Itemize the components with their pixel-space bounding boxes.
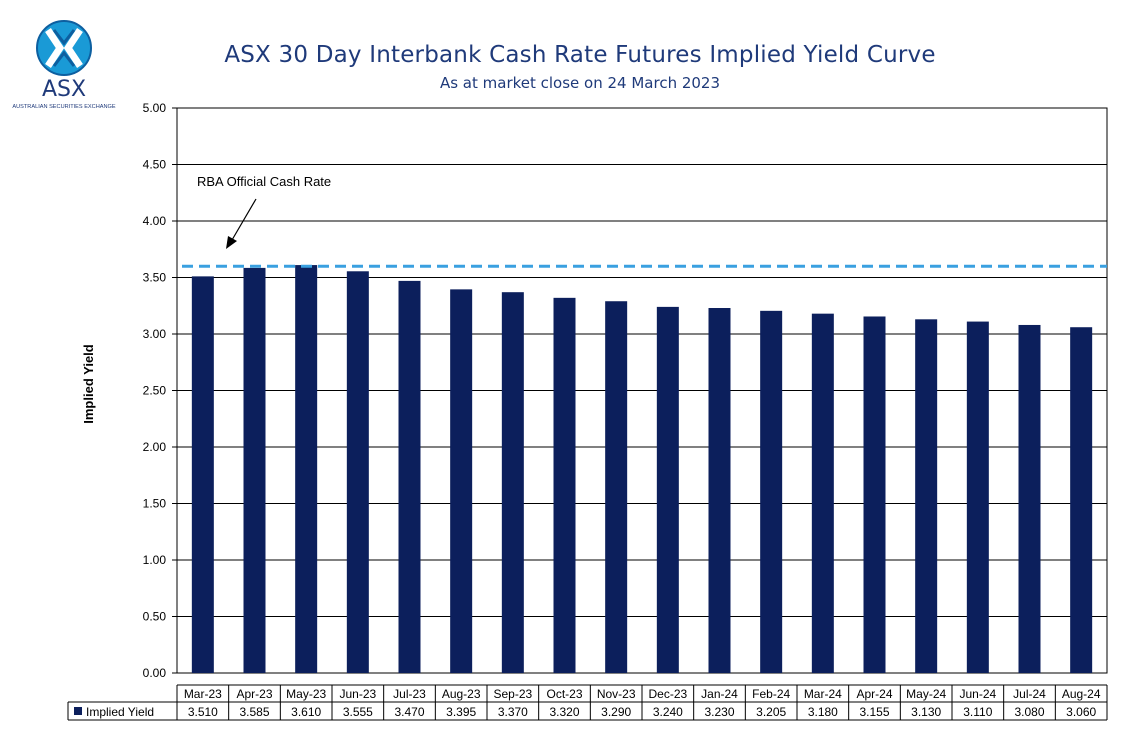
y-tick-label: 2.50: [143, 384, 167, 398]
rba-annotation-arrow: [231, 198, 257, 241]
bar: [501, 292, 524, 673]
chart-subtitle: As at market close on 24 March 2023: [439, 74, 721, 92]
y-tick-label: 0.50: [143, 610, 167, 624]
data-label: 3.130: [911, 705, 941, 719]
data-label: 3.080: [1014, 705, 1044, 719]
bar: [398, 280, 421, 673]
x-tick-label: Oct-23: [546, 687, 582, 701]
bar: [863, 316, 886, 673]
x-tick-label: Mar-23: [184, 687, 222, 701]
data-label: 3.205: [756, 705, 786, 719]
data-label: 3.110: [963, 705, 992, 719]
data-label: 3.230: [704, 705, 734, 719]
bar: [656, 306, 679, 673]
legend-label: Implied Yield: [86, 705, 154, 719]
data-label: 3.510: [188, 705, 218, 719]
y-axis-title: Implied Yield: [81, 344, 96, 424]
x-tick-label: Dec-23: [648, 687, 687, 701]
x-tick-label: Nov-23: [597, 687, 636, 701]
data-label: 3.555: [343, 705, 373, 719]
x-tick-label: Mar-24: [804, 687, 842, 701]
data-label: 3.320: [549, 705, 579, 719]
x-tick-label: Jun-24: [959, 687, 996, 701]
x-tick-label: Aug-24: [1062, 687, 1101, 701]
bar: [605, 301, 628, 673]
x-tick-label: Jan-24: [701, 687, 738, 701]
data-label: 3.470: [394, 705, 424, 719]
y-tick-label: 4.00: [143, 214, 167, 228]
x-tick-label: Feb-24: [752, 687, 790, 701]
bar: [295, 265, 318, 673]
x-tick-label: Jul-23: [393, 687, 426, 701]
logo-wordmark: ASX: [42, 77, 86, 102]
bar: [1070, 327, 1093, 673]
y-tick-label: 0.00: [143, 666, 167, 680]
data-label: 3.155: [859, 705, 889, 719]
data-label: 3.180: [808, 705, 838, 719]
data-label: 3.585: [239, 705, 269, 719]
y-tick-label: 3.50: [143, 271, 167, 285]
bar: [915, 319, 938, 673]
y-tick-label: 1.50: [143, 497, 167, 511]
x-tick-label: Jul-24: [1013, 687, 1046, 701]
bar: [553, 297, 576, 673]
bar: [811, 313, 834, 673]
data-label: 3.395: [446, 705, 476, 719]
data-label: 3.060: [1066, 705, 1096, 719]
bar: [191, 276, 214, 673]
rba-annotation-arrowhead: [226, 236, 237, 249]
x-tick-label: Aug-23: [442, 687, 481, 701]
title-block: ASX 30 Day Interbank Cash Rate Futures I…: [180, 42, 980, 92]
bar: [346, 271, 369, 673]
x-tick-label: Apr-23: [236, 687, 272, 701]
bar: [966, 321, 989, 673]
y-tick-label: 5.00: [143, 101, 167, 115]
y-tick-label: 2.00: [143, 440, 167, 454]
data-label: 3.240: [653, 705, 683, 719]
bar: [1018, 324, 1041, 673]
bar: [450, 289, 473, 673]
x-tick-label: Apr-24: [856, 687, 892, 701]
x-tick-label: May-23: [286, 687, 326, 701]
legend-swatch: [74, 707, 82, 715]
data-label: 3.290: [601, 705, 631, 719]
asx-logo: ASX AUSTRALIAN SECURITIES EXCHANGE: [12, 20, 116, 110]
data-label: 3.370: [498, 705, 528, 719]
x-tick-label: Sep-23: [493, 687, 532, 701]
bar: [708, 308, 731, 673]
logo-tagline: AUSTRALIAN SECURITIES EXCHANGE: [12, 104, 115, 110]
y-tick-label: 3.00: [143, 327, 167, 341]
bar: [243, 267, 266, 673]
x-tick-label: May-24: [906, 687, 946, 701]
bar: [760, 310, 783, 673]
rba-cash-rate-label: RBA Official Cash Rate: [197, 174, 331, 189]
y-tick-label: 1.00: [143, 553, 167, 567]
data-label: 3.610: [291, 705, 321, 719]
x-tick-label: Jun-23: [339, 687, 376, 701]
y-tick-label: 4.50: [143, 158, 167, 172]
chart-title: ASX 30 Day Interbank Cash Rate Futures I…: [224, 42, 936, 68]
